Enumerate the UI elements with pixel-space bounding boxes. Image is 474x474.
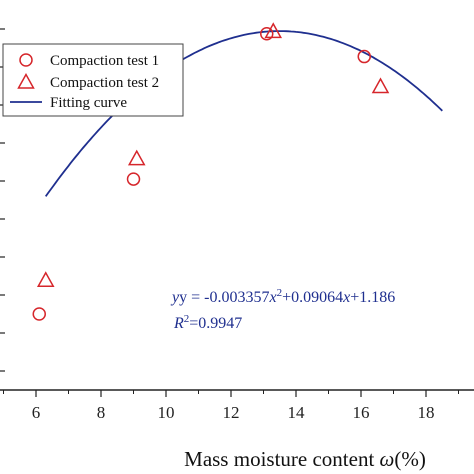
eq-x: x [268,289,276,306]
legend-label-test1: Compaction test 1 [50,53,159,69]
x-label-main: Mass moisture content [184,447,379,471]
test1-point [32,307,46,321]
test2-point [36,271,55,287]
legend: Compaction test 1 Compaction test 2 Fitt… [2,43,184,117]
legend-triangle-marker [17,72,35,89]
test2-point [264,22,283,39]
fit-equation: yy = -0.003357x2+0.09064x+1.186 [170,287,395,306]
data-markers [32,22,390,321]
x-tick-label: 10 [158,403,175,422]
x-tick-label: 18 [418,403,435,422]
test1-point [260,27,274,41]
x-tick-label: 12 [223,403,240,422]
legend-circle-marker [19,53,33,67]
legend-label-test2: Compaction test 2 [50,75,159,91]
x-tick-label: 8 [97,403,106,422]
r-sup: 2 [184,313,190,325]
x-label-unit: (%) [394,447,425,471]
x-tick-group: 4681012141618 [3,390,459,422]
x-tick-label: 14 [288,403,306,422]
r-squared: R2=0.9947 [173,313,242,332]
x-tick-label: 6 [32,403,41,422]
r-label: R [173,315,184,332]
test1-point [357,49,371,64]
r-value: =0.9947 [189,315,242,332]
eq-y: y [170,289,180,306]
eq-prefix: y = -0.003357 [179,289,269,306]
test1-point [126,172,141,186]
eq-sup: 2 [277,287,283,299]
test2-point [127,149,146,166]
x-label-symbol: ω [380,447,395,471]
test2-point [371,77,390,94]
legend-label-fit: Fitting curve [50,95,127,111]
eq-mid: +0.09064 [282,289,343,306]
legend-box [2,43,184,117]
equation-annotation: yy = -0.003357x2+0.09064x+1.186 R2=0.994… [170,287,395,332]
eq-suffix: +1.186 [350,289,395,306]
x-axis-label: Mass moisture content ω(%) [184,447,426,471]
x-tick-label: 16 [353,403,370,422]
eq-x2: x [342,289,350,306]
